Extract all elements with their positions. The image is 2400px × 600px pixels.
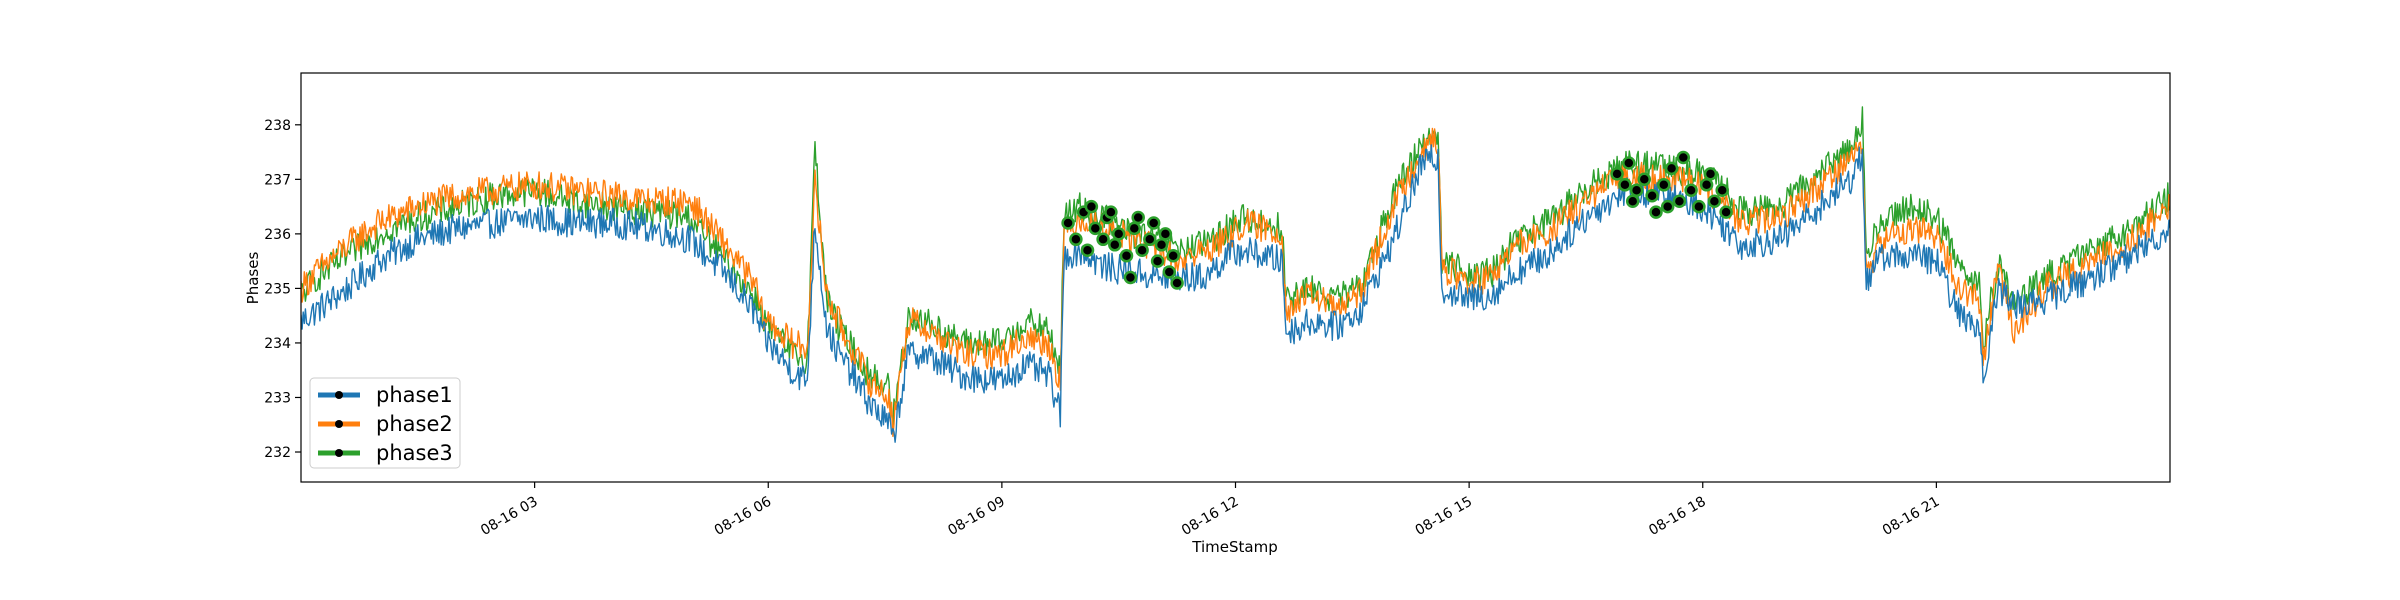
legend-marker-phase3 <box>335 449 343 457</box>
highlight-point <box>1645 188 1659 203</box>
highlight-point <box>1629 183 1644 197</box>
highlight-point <box>1088 221 1103 236</box>
highlight-point <box>1660 199 1675 214</box>
highlight-point <box>1154 238 1169 252</box>
y-tick-label: 236 <box>264 227 291 243</box>
legend-label-phase2: phase2 <box>376 412 453 436</box>
highlight-point <box>1707 194 1722 208</box>
highlight-point <box>1703 167 1718 181</box>
y-tick-label: 235 <box>264 281 291 297</box>
highlight-point <box>1622 156 1636 170</box>
highlight-point <box>1069 232 1083 247</box>
legend-entry-phase1: phase1 <box>318 383 453 407</box>
y-tick-label: 233 <box>264 390 291 406</box>
legend-label-phase3: phase3 <box>376 441 453 465</box>
highlight-point <box>1657 178 1671 192</box>
legend-label-phase1: phase1 <box>376 383 453 407</box>
highlight-point <box>1150 254 1165 268</box>
highlight-point <box>1135 243 1149 257</box>
legend-marker-phase1 <box>335 391 343 399</box>
highlight-point <box>1715 183 1729 197</box>
highlight-point <box>1108 238 1122 252</box>
highlight-point <box>1143 232 1157 247</box>
highlight-point <box>1111 227 1126 241</box>
highlight-point <box>1166 248 1180 263</box>
highlight-point <box>1080 243 1095 257</box>
series-line-phase1 <box>301 144 2170 443</box>
highlight-point <box>1096 232 1110 247</box>
highlight-point <box>1061 216 1075 230</box>
highlight-point <box>1127 221 1142 236</box>
highlight-point <box>1104 205 1118 219</box>
y-tick-label: 232 <box>264 445 291 461</box>
highlight-point <box>1676 150 1691 165</box>
highlight-point <box>1625 194 1640 208</box>
legend-entry-phase2: phase2 <box>318 412 453 436</box>
highlight-point <box>1664 161 1679 176</box>
highlight-point <box>1084 199 1099 214</box>
legend-marker-phase2 <box>335 420 343 428</box>
highlight-point <box>1672 194 1687 208</box>
highlight-point <box>1618 178 1632 192</box>
highlight-point <box>1158 227 1173 241</box>
series-line-phase3 <box>301 106 2170 426</box>
highlight-point <box>1699 178 1714 192</box>
y-tick-label: 238 <box>264 118 291 134</box>
y-tick-label: 237 <box>264 172 291 188</box>
highlight-markers <box>1061 150 1733 290</box>
legend-entry-phase3: phase3 <box>318 441 453 465</box>
legend: phase1 phase2 phase3 <box>309 377 461 469</box>
highlight-point <box>1610 167 1624 181</box>
x-axis-title: TimeStamp <box>1191 538 1277 556</box>
legend-box <box>309 377 461 469</box>
highlight-point <box>1649 205 1663 219</box>
y-axis-title: Phases <box>244 252 262 305</box>
highlight-point <box>1119 248 1134 263</box>
highlight-point <box>1170 276 1184 290</box>
series-layer <box>301 106 2170 443</box>
series-line-phase2 <box>301 127 2170 437</box>
y-axis: 232 233 234 235 236 237 238 <box>264 118 301 461</box>
highlight-point <box>1684 183 1698 197</box>
highlight-point <box>1162 265 1177 279</box>
highlight-point <box>1692 199 1706 214</box>
highlight-point <box>1123 270 1138 285</box>
highlight-point <box>1637 172 1652 187</box>
highlight-point <box>1719 205 1733 219</box>
y-tick-label: 234 <box>264 336 291 352</box>
highlight-point <box>1146 216 1161 230</box>
highlight-point <box>1131 210 1145 225</box>
